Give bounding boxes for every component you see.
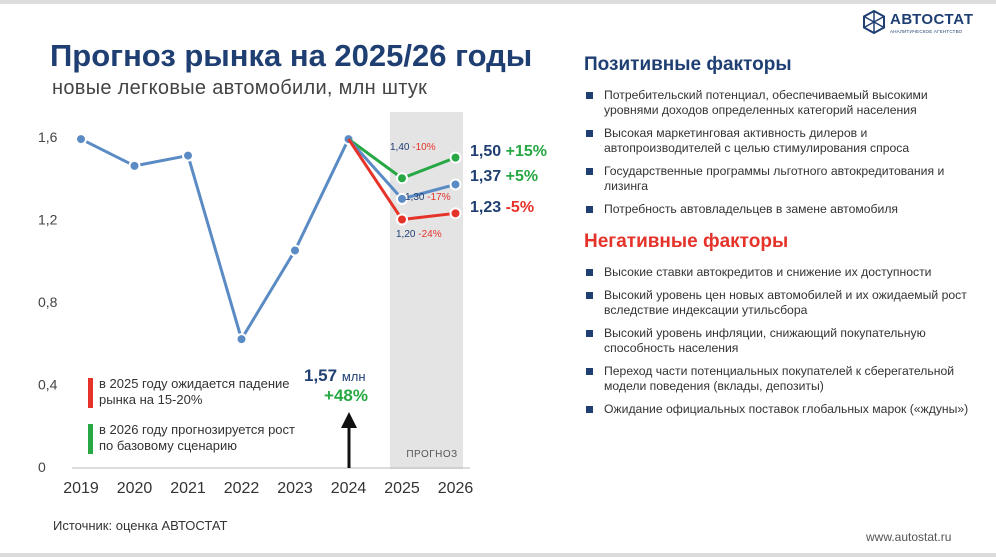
label-2026: 1,50 +15% [470,143,547,160]
history-point [235,333,248,346]
autostat-logo: АВТОСТАТ АНАЛИТИЧЕСКОЕ АГЕНТСТВО [862,6,974,42]
y-tick-label: 0,8 [38,294,58,310]
negative-factor-text: Переход части потенциальных покупателей … [604,364,955,393]
annotation-change: +48% [324,386,368,405]
x-tick-label: 2019 [63,480,99,497]
negative-factor-text: Высокие ставки автокредитов и снижение и… [604,265,932,279]
bullet-icon [586,406,593,413]
annotation-arrow-head [341,412,357,428]
negative-factor-text: Высокий уровень цен новых автомобилей и … [604,288,967,317]
scenario-point [396,213,408,226]
x-tick-label: 2020 [117,480,153,497]
history-point [128,159,141,172]
bullet-icon [586,368,593,375]
source-note: Источник: оценка АВТОСТАТ [53,518,228,533]
market-forecast-chart: ПРОГНОЗ 0 0,4 0,8 1,2 1,6 2019 2020 2021 2022 2023… [38,112,547,497]
negative-factor-item: Высокий уровень цен новых автомобилей и … [584,288,974,318]
scenario-point [449,207,462,220]
negative-factor-item: Ожидание официальных поставок глобальных… [584,402,974,417]
negative-factor-text: Высокий уровень инфляции, снижающий поку… [604,326,926,355]
bullet-icon [586,130,593,137]
positive-factor-text: Высокая маркетинговая активность дилеров… [604,126,910,155]
y-tick-label: 0 [38,459,46,475]
bullet-icon [586,269,593,276]
site-url: www.autostat.ru [866,530,952,544]
label-2026: 1,23 -5% [470,199,534,216]
y-tick-label: 1,6 [38,129,58,145]
positive-factor-text: Государственные программы льготного авто… [604,164,945,193]
label-2025: 1,30 -17% [405,192,451,203]
label-2025: 1,40 -10% [390,142,436,153]
note-2026-text: в 2026 году прогнозируется рост по базов… [99,422,295,453]
note-2025-text: в 2025 году ожидается падение рынка на 1… [99,376,290,407]
forecast-band [390,112,463,469]
note-2026-marker [88,424,93,454]
top-border [0,0,996,4]
history-point [182,149,194,162]
forecast-label: ПРОГНОЗ [406,449,457,460]
positive-factor-text: Потребность автовладельцев в замене авто… [604,202,899,216]
positive-factors-title: Позитивные факторы [584,54,792,75]
bullet-icon [586,330,593,337]
negative-factor-item: Высокие ставки автокредитов и снижение и… [584,265,974,280]
bullet-icon [586,168,593,175]
positive-factor-item: Потребность автовладельцев в замене авто… [584,202,974,217]
positive-factor-item: Потребительский потенциал, обеспечиваемы… [584,88,974,118]
scenario-point [396,172,408,185]
annotation-value: 1,57 млн [304,366,366,385]
logo-name: АВТОСТАТ [890,11,974,28]
label-2025: 1,20 -24% [396,229,442,240]
bullet-icon [586,206,593,213]
positive-factors-list: Потребительский потенциал, обеспечиваемы… [584,88,974,217]
bullet-icon [586,92,593,99]
note-2025: в 2025 году ожидается падение рынка на 1… [88,376,298,408]
positive-factor-item: Государственные программы льготного авто… [584,164,974,194]
scenario-point [396,192,408,205]
x-tick-label: 2021 [170,480,206,497]
x-tick-label: 2024 [331,480,367,497]
history-point [289,244,301,257]
chart-notes: в 2025 году ожидается падение рынка на 1… [88,376,298,468]
negative-factor-item: Высокий уровень инфляции, снижающий поку… [584,326,974,356]
scenario-point [449,178,462,191]
x-tick-label: 2022 [224,480,260,497]
factors-panel: Позитивные факторы Потребительский потен… [584,54,974,431]
x-tick-label: 2026 [438,480,474,497]
bullet-icon [586,292,593,299]
logo-tagline: АНАЛИТИЧЕСКОЕ АГЕНТСТВО [890,29,963,34]
x-tick-label: 2025 [384,480,420,497]
y-tick-label: 1,2 [38,212,58,228]
y-tick-label: 0,4 [38,377,58,393]
negative-factors-list: Высокие ставки автокредитов и снижение и… [584,265,974,417]
page-title: Прогноз рынка на 2025/26 годы [50,38,533,73]
positive-factor-text: Потребительский потенциал, обеспечиваемы… [604,88,928,117]
scenario-point [449,151,462,164]
negative-factor-item: Переход части потенциальных покупателей … [584,364,974,394]
logo-icon [863,10,885,34]
history-point [75,133,87,146]
x-tick-label: 2023 [277,480,313,497]
bottom-border [0,553,996,557]
note-2026: в 2026 году прогнозируется рост по базов… [88,422,298,454]
history-line [80,137,350,343]
note-2025-marker [88,378,93,408]
label-2026: 1,37 +5% [470,168,538,185]
negative-factors-title: Негативные факторы [584,231,789,252]
positive-factor-item: Высокая маркетинговая активность дилеров… [584,126,974,156]
page-subtitle: новые легковые автомобили, млн штук [52,77,428,99]
negative-factor-text: Ожидание официальных поставок глобальных… [604,402,969,416]
